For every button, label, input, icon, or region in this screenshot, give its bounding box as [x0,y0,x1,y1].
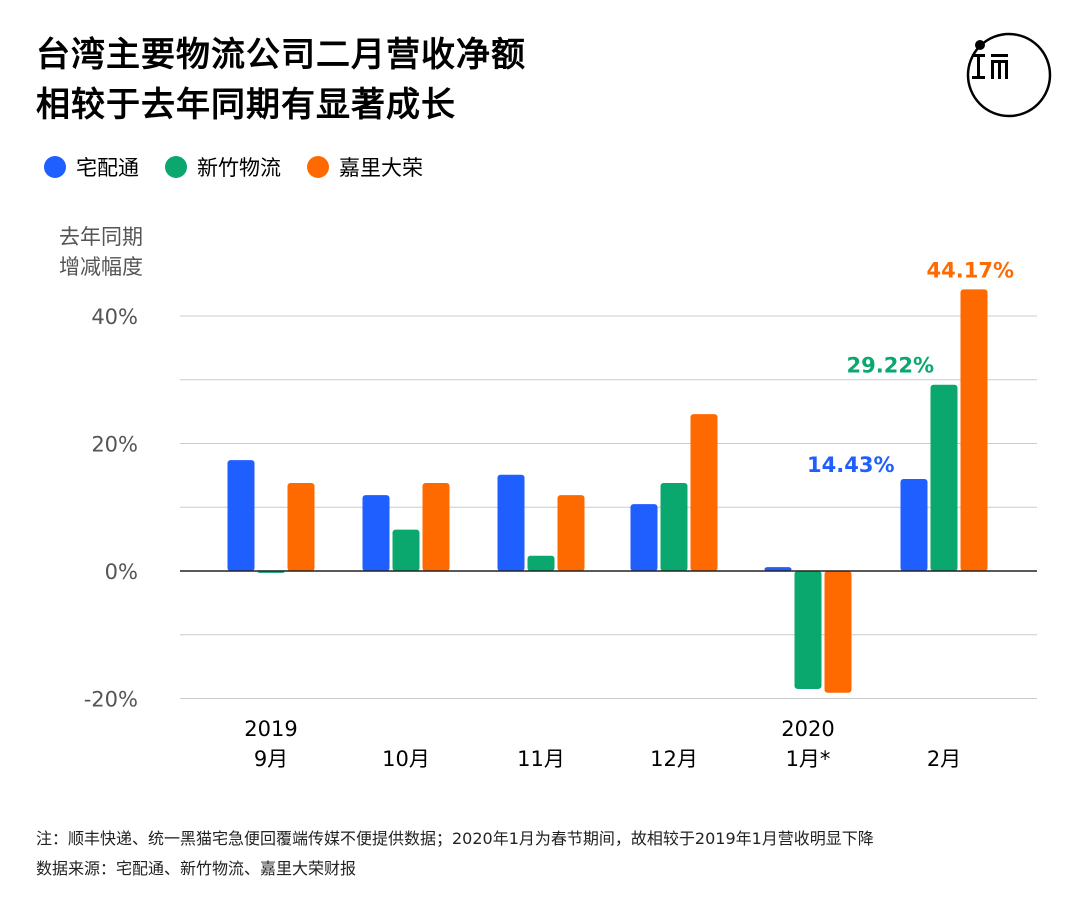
bar [557,495,585,571]
data-label: 44.17% [927,258,1014,282]
data-label: 14.43% [807,453,894,477]
footnotes: 注：顺丰快递、统一黑猫宅急便回覆端传媒不便提供数据；2020年1月为春节期间，故… [36,824,874,884]
y-tick-label: -20% [84,688,138,712]
note-text: 注：顺丰快递、统一黑猫宅急便回覆端传媒不便提供数据；2020年1月为春节期间，故… [36,829,874,848]
data-label: 29.22% [847,354,934,378]
bar [392,529,420,571]
bar [362,495,390,571]
bar [824,571,852,693]
x-year-label: 2020 [781,717,834,741]
legend-dot-icon [44,156,66,178]
legend: 宅配通 新竹物流 嘉里大荣 [44,152,449,182]
x-tick-label: 9月 [254,747,288,771]
bar [764,567,792,571]
bar [630,504,658,571]
y-tick-label: 40% [91,305,138,329]
bar [900,479,928,571]
y-tick-label: 20% [91,433,138,457]
legend-label: 新竹物流 [197,156,281,180]
chart-title: 台湾主要物流公司二月营收净额 相较于去年同期有显著成长 [36,30,526,130]
legend-label: 宅配通 [76,156,139,180]
initium-logo-icon [966,32,1052,118]
x-tick-label: 12月 [650,747,698,771]
x-tick-label: 11月 [517,747,565,771]
bar [690,414,718,571]
legend-dot-icon [165,156,187,178]
y-axis-label: 去年同期 [59,225,143,249]
y-tick-label: 0% [105,560,138,584]
y-axis-label: 增减幅度 [59,255,143,279]
legend-item-1: 新竹物流 [165,152,281,182]
bar [660,483,688,571]
bar [497,474,525,571]
bar [422,483,450,571]
legend-item-2: 嘉里大荣 [307,152,423,182]
bar [287,483,315,571]
title-line-1: 台湾主要物流公司二月营收净额 [36,35,526,75]
legend-item-0: 宅配通 [44,152,139,182]
title-line-2: 相较于去年同期有显著成长 [36,85,456,125]
legend-dot-icon [307,156,329,178]
bar [227,460,255,571]
x-tick-label: 10月 [382,747,430,771]
bar [960,289,988,571]
legend-label: 嘉里大荣 [339,156,423,180]
bar [527,555,555,571]
x-year-label: 2019 [244,717,297,741]
x-tick-label: 2月 [927,747,961,771]
x-tick-label: 1月* [786,747,831,771]
bar [930,384,958,571]
source-text: 数据来源：宅配通、新竹物流、嘉里大荣财报 [36,859,357,878]
bar [794,571,822,689]
